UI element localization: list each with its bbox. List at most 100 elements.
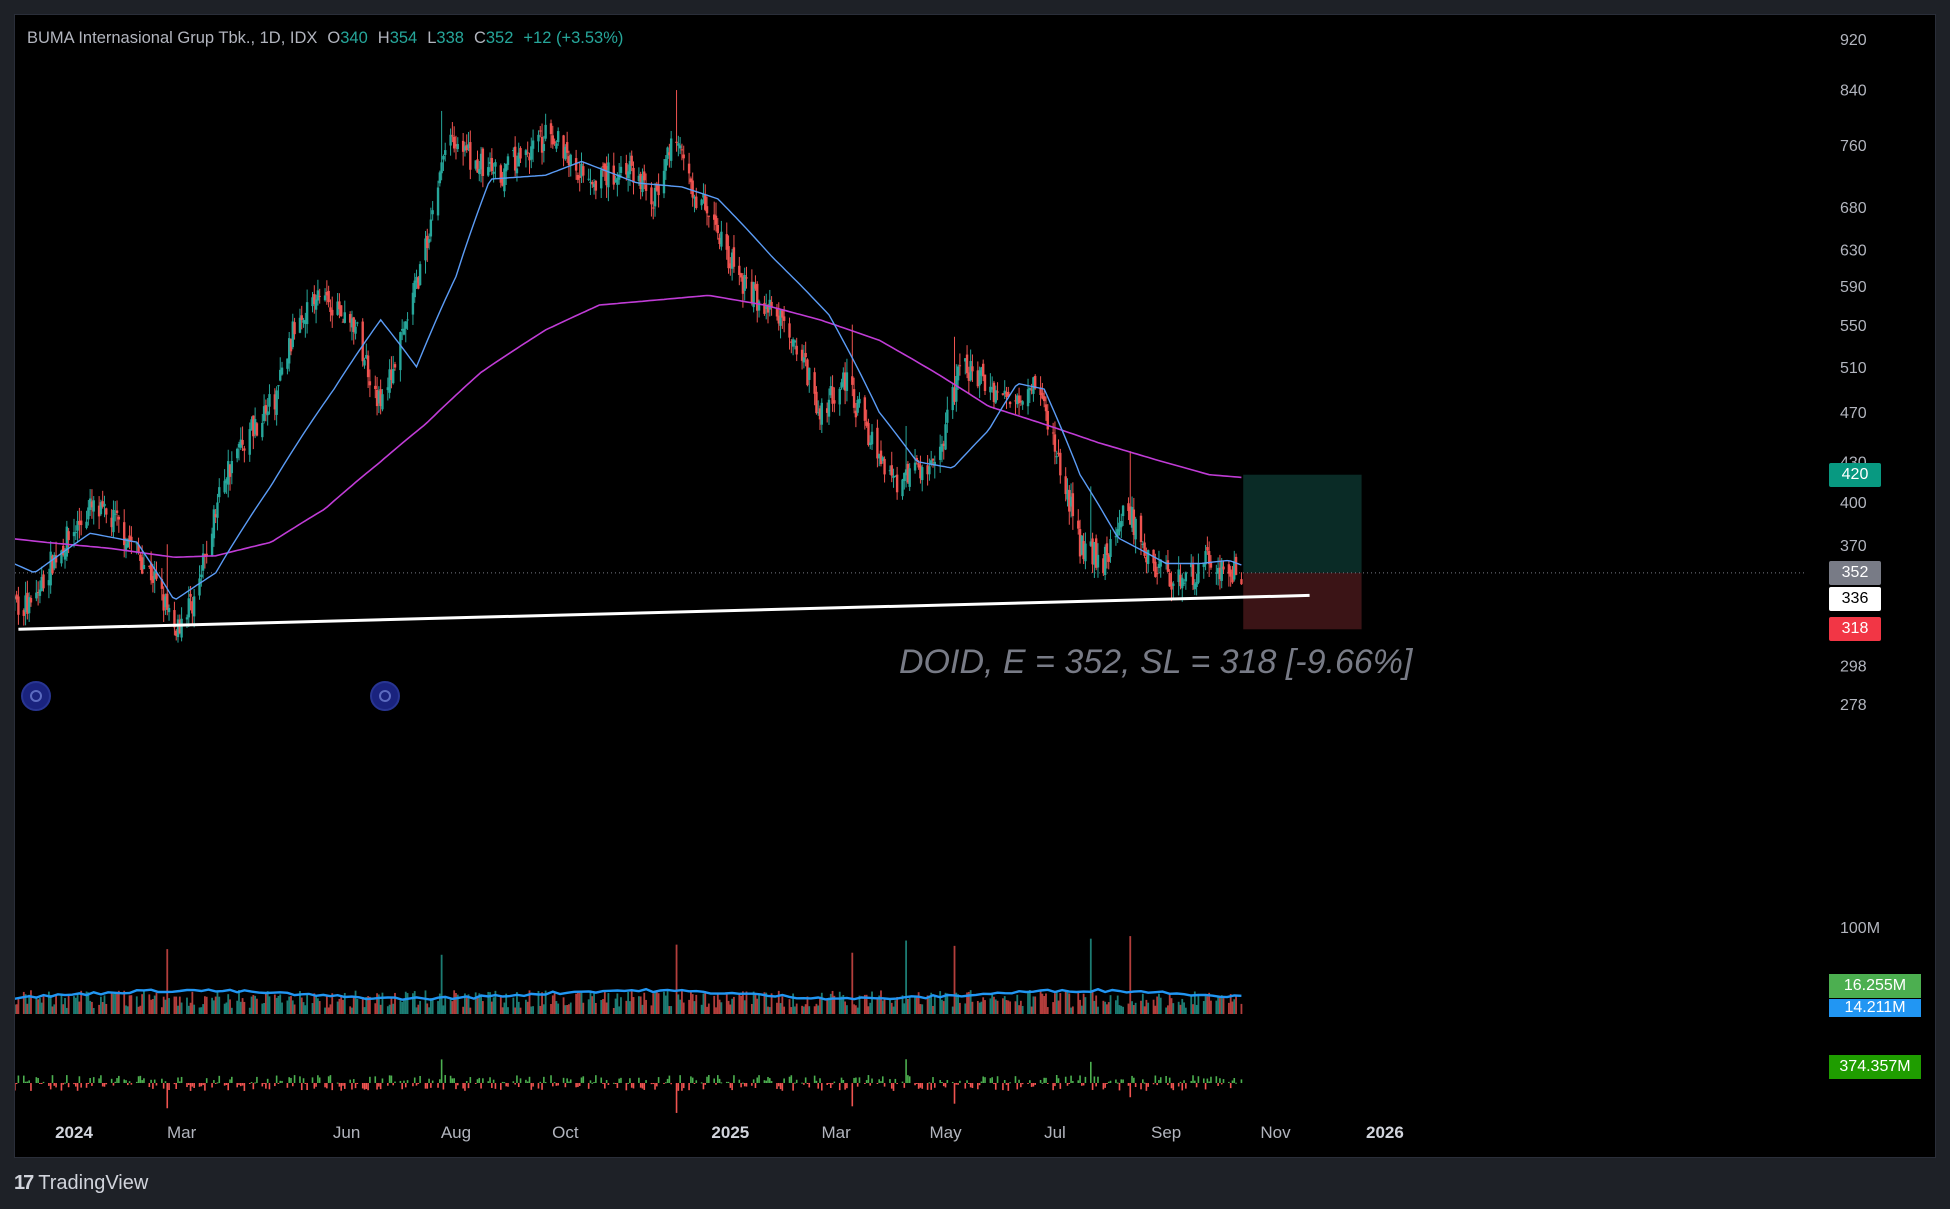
volume-bar <box>365 997 368 1014</box>
money-flow-bar <box>593 1082 595 1084</box>
money-flow-bar <box>48 1083 50 1086</box>
stop-loss-zone <box>1243 572 1362 630</box>
money-flow-bar <box>399 1080 402 1083</box>
money-flow-bar <box>795 1079 798 1083</box>
money-flow-bar <box>763 1080 766 1083</box>
candle-body <box>261 422 264 438</box>
volume-bar <box>1007 1000 1010 1014</box>
money-flow-bar <box>851 1083 854 1107</box>
money-flow-bar <box>123 1079 126 1083</box>
volume-bar <box>273 994 276 1014</box>
volume-bar <box>141 994 144 1014</box>
volume-bar <box>428 1007 430 1014</box>
volume-bar <box>202 1004 205 1014</box>
volume-bar <box>306 994 309 1014</box>
candle-body <box>1130 507 1134 528</box>
candle-body <box>180 618 183 638</box>
candle-body <box>743 274 746 291</box>
money-flow-bar <box>1079 1075 1081 1083</box>
candle-body <box>350 318 354 328</box>
volume-bar <box>376 993 378 1014</box>
money-flow-bar <box>1091 1083 1094 1090</box>
candle-body <box>574 158 578 171</box>
money-flow-bar <box>415 1083 418 1086</box>
support-trendline <box>18 593 1310 631</box>
volume-bar <box>114 993 117 1014</box>
volume-bar <box>777 990 780 1014</box>
volume-bar <box>580 992 583 1014</box>
volume-bar <box>720 1002 723 1014</box>
dividend-event-icon[interactable] <box>21 681 51 711</box>
money-flow-bar <box>926 1083 929 1090</box>
volume-bar <box>1030 1006 1033 1014</box>
candle-body <box>888 470 892 472</box>
volume-bar <box>476 997 479 1014</box>
money-flow-bar <box>681 1083 683 1091</box>
volume-bar <box>374 1003 377 1014</box>
price-chart[interactable]: 9208407606806305905505104704304003703402… <box>15 15 1935 1157</box>
candle-body <box>117 516 121 520</box>
dividend-event-icon[interactable] <box>370 681 400 711</box>
money-flow-bar <box>1014 1076 1017 1083</box>
volume-bar <box>239 1001 242 1014</box>
volume-bar <box>401 1001 404 1014</box>
money-flow-bar <box>532 1083 534 1087</box>
candle-body <box>729 263 732 269</box>
volume-bar <box>205 996 208 1014</box>
volume-bar <box>162 996 165 1014</box>
volume-bar <box>700 1004 703 1014</box>
money-flow-bar <box>449 1075 452 1083</box>
candle-body <box>1005 391 1008 398</box>
volume-bar <box>1115 1000 1117 1014</box>
volume-bar <box>101 1002 104 1014</box>
candle-body <box>680 149 684 151</box>
money-flow-bar <box>431 1080 434 1083</box>
candle-body <box>591 182 594 185</box>
y-tick-label: 550 <box>1840 318 1867 335</box>
candle-body <box>128 535 131 542</box>
volume-bar <box>641 1004 644 1014</box>
money-flow-bar <box>290 1077 292 1083</box>
candle-body <box>594 180 598 191</box>
money-flow-bar <box>1057 1078 1060 1083</box>
volume-bar <box>612 1007 615 1014</box>
candle-body <box>827 399 831 417</box>
money-flow-bar <box>413 1077 416 1083</box>
money-flow-bar <box>754 1083 757 1088</box>
money-flow-bar <box>1021 1083 1024 1085</box>
money-flow-bar <box>901 1081 904 1083</box>
candle-body <box>994 390 997 403</box>
volume-bar <box>417 1004 420 1014</box>
volume-bar <box>166 949 169 1014</box>
volume-bar <box>1129 936 1132 1014</box>
volume-bar <box>670 1006 673 1014</box>
candle-body <box>716 224 719 234</box>
volume-bar <box>403 999 405 1014</box>
candle-body <box>845 372 849 391</box>
money-flow-bar <box>1134 1083 1137 1088</box>
money-flow-bar <box>354 1083 357 1089</box>
money-flow-bar <box>204 1083 206 1091</box>
money-flow-bar <box>566 1078 568 1083</box>
candle-body <box>331 309 334 316</box>
candle-body <box>87 507 90 520</box>
volume-bar <box>51 1006 54 1014</box>
candle-body <box>938 446 942 460</box>
volume-bar <box>1167 1005 1169 1014</box>
brand-footer[interactable]: 17 TradingView <box>14 1168 148 1198</box>
volume-bar <box>1206 996 1209 1014</box>
candle-body <box>1132 509 1136 536</box>
candle-body <box>356 322 359 324</box>
money-flow-bar <box>1190 1081 1193 1083</box>
candle-body <box>201 553 205 571</box>
candle-body <box>139 554 142 561</box>
candle-body <box>1229 569 1232 577</box>
money-flow-bar <box>602 1083 604 1084</box>
money-flow-bar <box>1007 1083 1010 1091</box>
candle-body <box>512 150 515 152</box>
volume-bar <box>768 1007 771 1014</box>
y-tick-label: 840 <box>1840 83 1867 100</box>
volume-bar <box>1057 1000 1060 1014</box>
candle-body <box>804 353 807 358</box>
candle-body <box>148 565 151 567</box>
